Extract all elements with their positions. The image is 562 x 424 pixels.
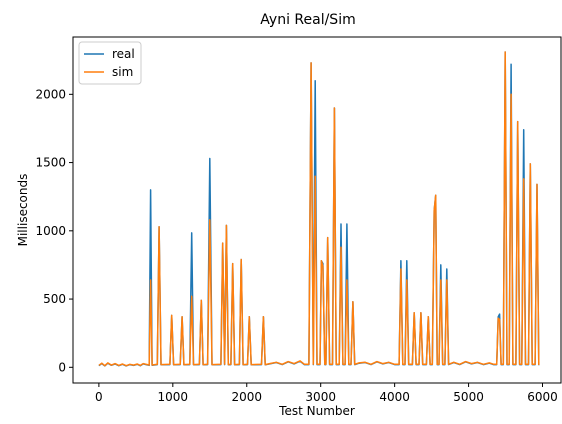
y-tick-label: 2000 bbox=[35, 87, 66, 101]
x-tick-label: 5000 bbox=[453, 390, 484, 404]
y-tick-label: 1000 bbox=[35, 224, 66, 238]
x-tick-label: 1000 bbox=[158, 390, 189, 404]
chart-legend: real sim bbox=[78, 41, 142, 85]
chart-title: Ayni Real/Sim bbox=[260, 12, 355, 28]
x-axis-label: Test Number bbox=[278, 404, 355, 418]
legend-label-sim: sim bbox=[112, 65, 133, 79]
series-layer bbox=[98, 51, 540, 367]
y-tick-label: 0 bbox=[58, 360, 66, 374]
x-tick-label: 3000 bbox=[305, 390, 336, 404]
x-tick-label: 0 bbox=[95, 390, 103, 404]
series-line-sim bbox=[98, 51, 540, 367]
x-tick-label: 4000 bbox=[379, 390, 410, 404]
legend-label-real: real bbox=[112, 47, 135, 61]
y-axis-label: Milliseconds bbox=[16, 174, 30, 247]
y-tick-label: 1500 bbox=[35, 156, 66, 170]
legend-box bbox=[78, 41, 142, 85]
x-tick-label: 6000 bbox=[527, 390, 558, 404]
plot-frame bbox=[72, 36, 562, 384]
y-tick-label: 500 bbox=[43, 292, 66, 306]
y-axis: 0 500 1000 1500 2000 bbox=[35, 87, 73, 374]
x-tick-label: 2000 bbox=[231, 390, 262, 404]
x-axis: 0 1000 2000 3000 4000 5000 6000 bbox=[95, 383, 558, 404]
